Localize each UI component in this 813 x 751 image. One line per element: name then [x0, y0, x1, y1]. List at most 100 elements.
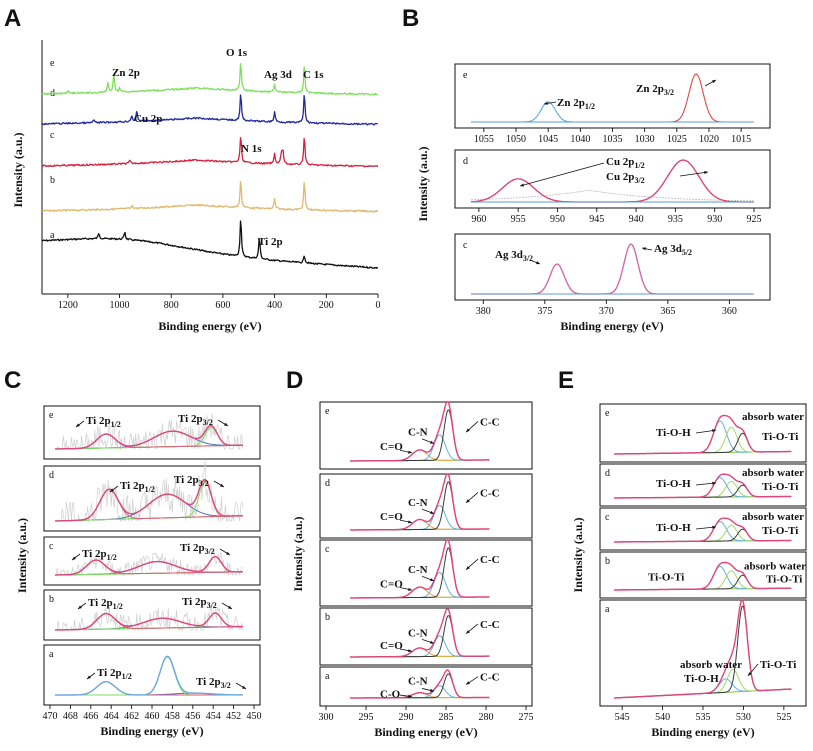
panel-e-xtick-label: 535 [696, 712, 711, 723]
panel-a-trace-label-c: c [50, 130, 55, 141]
panel-b-arrow-cu12 [519, 162, 605, 187]
panel-c-d-peak-32: Ti 2p3/2 [174, 474, 209, 488]
panel-c-c-peak-12: Ti 2p1/2 [82, 548, 117, 562]
panel-d-c-label-cn: C-N [408, 564, 428, 576]
panel-c-e-raw-trace [55, 413, 244, 450]
panel-d-c-component-cn [350, 571, 490, 599]
panel-b-peak-zn12: Zn 2p1/2 [557, 97, 595, 111]
panel-a-peak-label-3: Ag 3d [264, 69, 292, 81]
panel-b-peak-cu32-sub: 3/2 [634, 176, 644, 185]
panel-c-a-envelope [55, 655, 243, 696]
panel-e-trace-label-b: b [605, 556, 610, 567]
panel-d-a-label-cn: C-N [408, 676, 428, 688]
panel-d-b-arrow-cn-head [430, 640, 434, 644]
panel-b-arrow-cu12-head [520, 183, 524, 187]
panel-a-trace-label-e: e [50, 58, 55, 69]
panel-e-xtick-label: 540 [655, 712, 670, 723]
panel-c-e-arrow-32-head [224, 422, 228, 426]
panel-e-e-label-tioti: Ti-O-Ti [762, 431, 798, 443]
panel-d-e-arrow-co-head [408, 450, 412, 454]
panel-d-e-envelope [349, 400, 490, 462]
panel-c-e-peak-12-main: Ti 2p [86, 415, 111, 427]
panel-c-y-axis-label: Intensity (a.u.) [15, 518, 29, 593]
panel-b-sub-d-trace-label: d [463, 156, 468, 167]
panel-c-trace-label-b: b [49, 594, 54, 605]
panel-d-xtick-label: 285 [439, 712, 454, 723]
panel-b-peak-ag32-main: Ag 3d [495, 249, 523, 261]
panel-b-peak-ag52: Ag 3d5/2 [654, 243, 692, 257]
panel-label-b: B [402, 5, 419, 32]
panel-b-sub-d-xtick-label: 930 [707, 214, 722, 225]
panel-c-a-arrow-12-head [87, 675, 91, 679]
panel-c-trace-label-a: a [49, 649, 54, 660]
panel-c-frame-b [43, 589, 261, 641]
panel-d-d-label-cn: C-N [408, 497, 428, 509]
panel-d-e-label-cc: C-C [480, 416, 500, 428]
panel-e-b-label-tioti: Ti-O-Ti [766, 573, 802, 585]
panel-c-xtick-label: 456 [185, 711, 200, 722]
panel-b-sub-d-xtick-label: 950 [550, 214, 565, 225]
panel-d-a-arrow-co-head [408, 694, 412, 698]
panel-b-sub-e-xtick-label: 1020 [699, 134, 719, 145]
panel-e-a-label-tioti: Ti-O-Ti [760, 659, 796, 671]
panel-d-b-label-co: C=O [380, 640, 403, 652]
panel-d-y-axis-label: Intensity (a.u.) [291, 516, 305, 591]
panel-d-b-arrow-cc-head [466, 630, 470, 634]
panel-c-xtick-label: 468 [63, 711, 78, 722]
panel-e-frame-e [599, 403, 807, 463]
panel-c-c-peak-12-sub: 1/2 [107, 553, 117, 562]
panel-d-x-axis-label: Binding energy (eV) [374, 725, 477, 739]
panel-b-x-axis-label: Binding energy (eV) [560, 319, 663, 333]
panel-d-c-component-co [350, 586, 490, 599]
panel-c-d-peak-12-main: Ti 2p [120, 480, 145, 492]
panel-b-sub-d-raw-trace [470, 189, 755, 202]
panel-d-b-arrow-co-head [408, 649, 412, 653]
panel-b-sub-c-xtick-label: 360 [722, 306, 737, 317]
panel-d-trace-label-e: e [325, 406, 330, 417]
panel-b-peak-ag52-sub: 5/2 [682, 248, 692, 257]
panel-d-frame-b [319, 607, 533, 666]
panel-a-trace-d [41, 94, 378, 126]
panel-c-b-peak-12-sub: 1/2 [113, 602, 123, 611]
panel-c-a-peak-32-sub: 3/2 [221, 681, 231, 690]
panel-c-frame-a [43, 644, 261, 706]
panel-b-sub-e-xtick-label: 1035 [603, 134, 623, 145]
panel-e-frame-a [599, 599, 807, 707]
panel-c-c-peak-32-sub: 3/2 [205, 547, 215, 556]
panel-a-x-axis-label: Binding energy (eV) [158, 319, 261, 333]
panel-d-e-component-co [350, 449, 490, 462]
panel-a-trace-b [42, 180, 379, 213]
panel-c-b-peak-32-main: Ti 2p [182, 596, 207, 608]
panel-d-d-arrow-cn-head [430, 510, 434, 514]
panel-c-xtick-label: 470 [43, 711, 58, 722]
panel-d-frame-e [319, 401, 533, 470]
panel-e-frame-b [599, 551, 807, 599]
panel-c-b-peak-32-sub: 3/2 [207, 601, 217, 610]
panel-d-b-envelope [349, 608, 490, 658]
panel-c-xtick-label: 454 [206, 711, 221, 722]
panel-b-sub-e-trace-label: e [463, 70, 468, 81]
panel-b-peak-ag32-sub: 3/2 [523, 254, 533, 263]
panel-e-d-label-tioh: Ti-O-H [656, 478, 691, 490]
panel-b-sub-d-xtick-label: 955 [511, 214, 526, 225]
panel-c-xtick-label: 466 [83, 711, 98, 722]
panel-c-a-arrow-32-head [242, 685, 246, 689]
panel-d-trace-label-d: d [325, 478, 330, 489]
panel-b-sub-d-xtick-label: 925 [747, 214, 762, 225]
panel-a-peak-label-5: C 1s [303, 69, 324, 81]
panel-label-d: D [286, 367, 303, 394]
panel-b-sub-c-xtick-label: 370 [599, 306, 614, 317]
panel-b-sub-c-xtick-label: 375 [537, 306, 552, 317]
panel-c-e-peak-32-sub: 3/2 [203, 418, 213, 427]
panel-b-peak-cu12: Cu 2p1/2 [606, 156, 645, 170]
panel-b-sub-e-envelope [471, 74, 753, 122]
panel-e-e-label-water: absorb water [742, 411, 804, 423]
panel-e-trace-label-c: c [605, 512, 610, 523]
panel-b-sub-d-frame [454, 149, 771, 209]
panel-b-sub-e-xtick-label: 1045 [538, 134, 558, 145]
panel-d-b-label-cc: C-C [480, 619, 500, 631]
panel-b-sub-c-component-0 [471, 263, 753, 295]
panel-b-peak-zn32: Zn 2p3/2 [636, 83, 674, 97]
panel-d-a-arrow-cn-head [430, 688, 434, 692]
panel-a-trace-e [41, 63, 379, 96]
